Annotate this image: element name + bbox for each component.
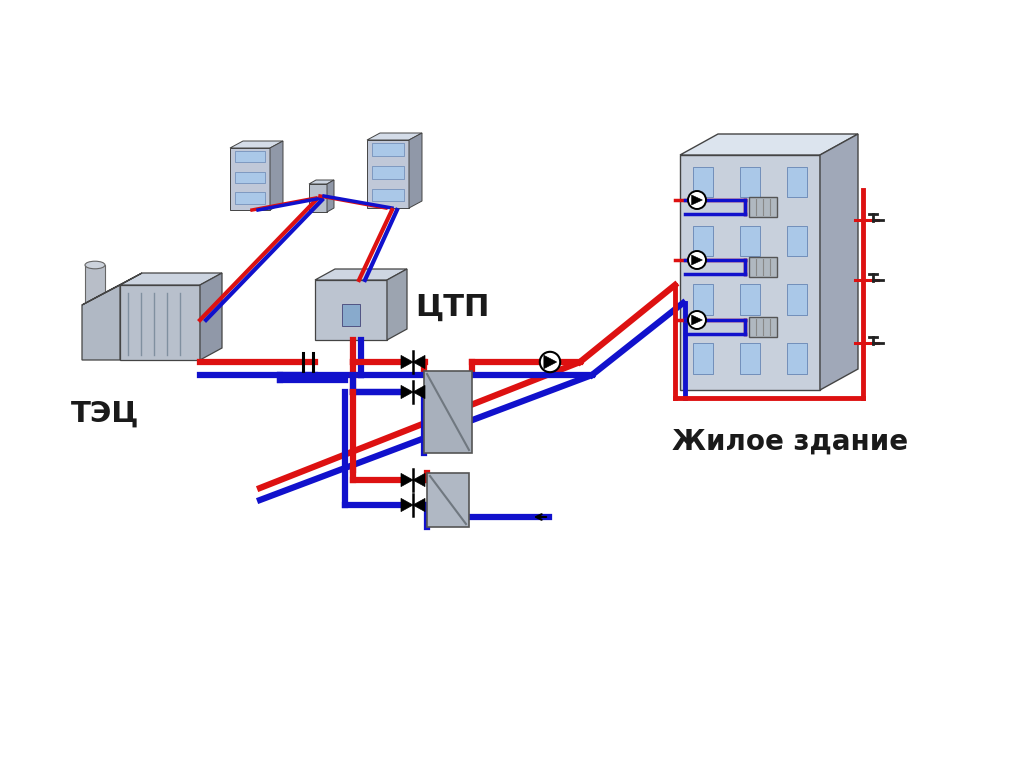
Polygon shape [315,269,407,280]
Polygon shape [82,285,120,360]
Text: Жилое здание: Жилое здание [672,428,908,456]
Ellipse shape [85,343,105,351]
Text: ТЭЦ: ТЭЦ [71,400,139,428]
Polygon shape [230,148,270,210]
Text: ЦТП: ЦТП [415,293,489,322]
Polygon shape [786,167,807,197]
Ellipse shape [85,261,105,269]
Polygon shape [691,195,702,205]
Polygon shape [82,273,142,305]
Polygon shape [315,280,387,340]
Polygon shape [740,343,760,373]
Polygon shape [401,498,413,511]
Polygon shape [693,167,714,197]
Circle shape [688,191,706,209]
Circle shape [540,352,560,372]
Polygon shape [409,133,422,208]
Polygon shape [85,265,105,347]
Polygon shape [327,180,334,212]
Polygon shape [401,356,413,369]
Polygon shape [234,151,265,163]
Circle shape [688,251,706,269]
FancyBboxPatch shape [749,317,777,337]
Polygon shape [786,226,807,256]
Polygon shape [680,155,820,390]
Polygon shape [234,193,265,204]
Circle shape [688,311,706,329]
Polygon shape [234,172,265,183]
Polygon shape [691,315,702,325]
Polygon shape [740,226,760,256]
Polygon shape [120,285,200,360]
Polygon shape [413,386,425,399]
Polygon shape [367,140,409,208]
Polygon shape [680,134,858,155]
Polygon shape [544,356,557,369]
Polygon shape [401,386,413,399]
Polygon shape [786,343,807,373]
Polygon shape [740,284,760,315]
Polygon shape [372,189,404,201]
FancyBboxPatch shape [427,473,469,527]
Polygon shape [200,273,222,360]
Polygon shape [367,133,422,140]
Polygon shape [693,284,714,315]
Polygon shape [820,134,858,390]
Polygon shape [342,304,360,326]
Polygon shape [413,498,425,511]
Polygon shape [270,141,283,210]
Polygon shape [693,343,714,373]
FancyBboxPatch shape [749,257,777,277]
FancyBboxPatch shape [749,197,777,217]
Polygon shape [309,180,334,184]
Polygon shape [120,273,222,285]
FancyBboxPatch shape [424,371,472,453]
Polygon shape [230,141,283,148]
Polygon shape [786,284,807,315]
Polygon shape [401,473,413,487]
Polygon shape [387,269,407,340]
Polygon shape [413,473,425,487]
Polygon shape [372,144,404,156]
Polygon shape [413,356,425,369]
Polygon shape [691,255,702,265]
Polygon shape [740,167,760,197]
Polygon shape [372,166,404,178]
Polygon shape [309,184,327,212]
Polygon shape [693,226,714,256]
